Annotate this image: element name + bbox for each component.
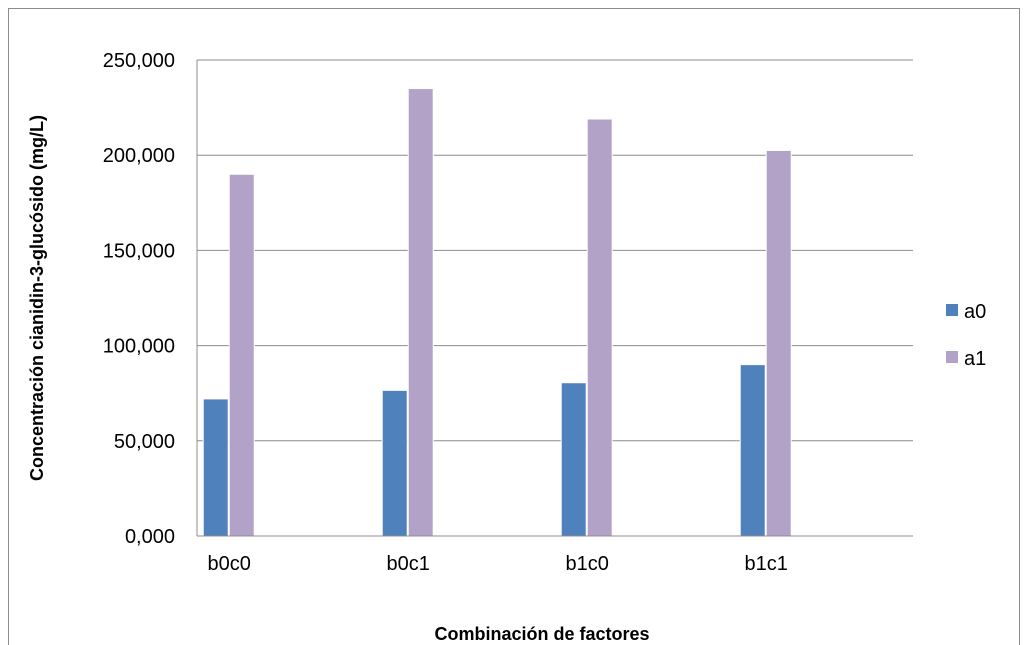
y-tick-label: 100,000	[103, 336, 175, 358]
legend-swatch-a1	[946, 351, 958, 363]
bar-a0-b0c0	[202, 398, 229, 537]
y-tick-label: 250,000	[103, 50, 175, 72]
y-tick-label: 50,000	[114, 431, 175, 453]
y-tick-label: 0,000	[125, 526, 175, 548]
bar-a0-b0c1	[381, 389, 408, 537]
bars	[202, 88, 792, 537]
bar-a0-b1c0	[560, 382, 587, 537]
gridlines	[197, 59, 913, 442]
bar-a1-b0c1	[407, 88, 434, 537]
axes	[196, 60, 913, 537]
legend-label-a1: a1	[964, 348, 986, 370]
x-tick-label: b0c1	[387, 553, 430, 575]
chart-frame	[8, 8, 1020, 645]
x-tick-label: b0c0	[208, 553, 251, 575]
legend: a0 a1	[946, 301, 986, 370]
x-axis-title: Combinación de factores	[434, 624, 649, 644]
legend-label-a0: a0	[964, 301, 986, 323]
bar-a1-b1c0	[586, 118, 613, 537]
bar-a1-b0c0	[228, 173, 255, 537]
y-axis-title: Concentración cianidin-3-glucósido (mg/L…	[27, 115, 47, 481]
y-tick-label: 200,000	[103, 145, 175, 167]
x-tick-labels: b0c0 b0c1 b1c0 b1c1	[208, 553, 788, 575]
bar-a1-b1c1	[765, 149, 792, 537]
x-tick-label: b1c0	[566, 553, 609, 575]
x-tick-label: b1c1	[745, 553, 788, 575]
bar-a0-b1c1	[739, 364, 766, 537]
y-tick-labels: 0,000 50,000 100,000 150,000 200,000 250,000	[103, 50, 175, 548]
legend-swatch-a0	[946, 304, 958, 316]
y-tick-label: 150,000	[103, 240, 175, 262]
